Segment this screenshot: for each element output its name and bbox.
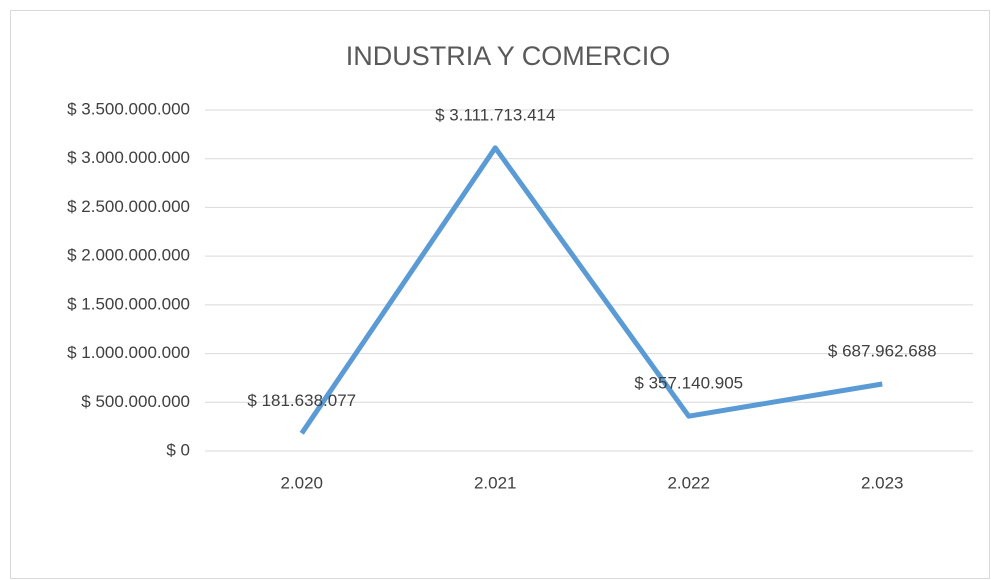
y-tick-label: $ 3.000.000.000 (67, 148, 190, 167)
x-tick-label: 2.022 (667, 473, 710, 492)
y-tick-label: $ 2.000.000.000 (67, 246, 190, 265)
y-tick-label: $ 1.500.000.000 (67, 294, 190, 313)
data-line (299, 145, 883, 435)
y-tick-label: $ 500.000.000 (81, 392, 190, 411)
y-tick-label: $ 3.500.000.000 (67, 99, 190, 118)
y-tick-label: $ 0 (166, 440, 190, 459)
x-tick-label: 2.021 (474, 473, 517, 492)
chart-frame (10, 10, 990, 579)
x-tick-label: 2.023 (861, 473, 904, 492)
data-label: $ 181.638.077 (247, 391, 356, 410)
y-tick-label: $ 1.000.000.000 (67, 343, 190, 362)
data-label: $ 3.111.713.414 (435, 105, 555, 124)
data-label: $ 357.140.905 (634, 374, 743, 393)
data-label: $ 687.962.688 (828, 341, 937, 360)
y-tick-label: $ 2.500.000.000 (67, 197, 190, 216)
chart-title: INDUSTRIA Y COMERCIO (346, 41, 671, 71)
x-tick-label: 2.020 (280, 473, 323, 492)
